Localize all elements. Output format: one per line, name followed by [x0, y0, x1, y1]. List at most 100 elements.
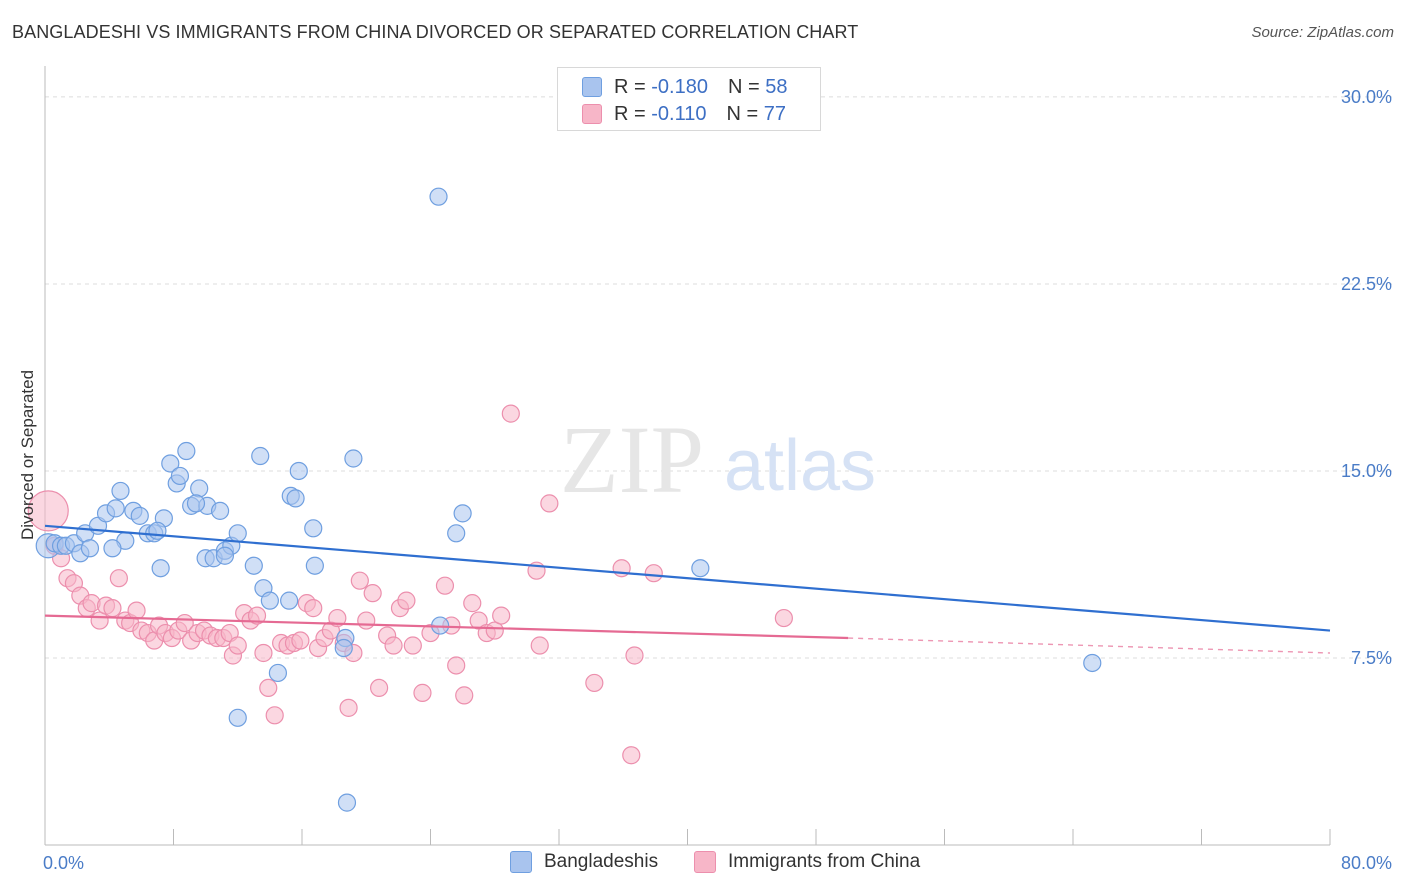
axes: [44, 66, 1331, 846]
point-china-36: [259, 678, 278, 698]
point-china-75: [585, 673, 604, 693]
y-tick-label-0: 7.5%: [1351, 648, 1392, 668]
y-tick-label-3: 30.0%: [1341, 87, 1392, 107]
x-tick-label-1: 80.0%: [1341, 853, 1392, 873]
legend-swatch-bangladeshis: [582, 77, 602, 97]
bottom-legend-label-bangladeshis: Bangladeshis: [544, 851, 659, 872]
point-bangladeshis-56: [186, 494, 206, 513]
point-china-52: [357, 611, 376, 630]
series-bangladeshis: [35, 187, 1102, 812]
point-bangladeshis-40: [286, 489, 305, 508]
point-bangladeshis-46: [344, 449, 363, 468]
x-tick-label-0: 0.0%: [43, 853, 84, 873]
legend-r-value: -0.110: [651, 102, 707, 125]
point-china-60: [413, 683, 432, 702]
point-china-51: [350, 571, 369, 590]
point-china-71: [501, 404, 520, 423]
point-bangladeshis-55: [148, 521, 167, 540]
point-china-49: [339, 698, 358, 717]
point-china-53: [363, 584, 382, 603]
point-china-70: [492, 606, 511, 625]
point-china-14: [127, 601, 146, 620]
y-tick-label-2: 22.5%: [1341, 274, 1392, 294]
point-china-79: [644, 564, 663, 583]
point-bangladeshis-45: [337, 793, 357, 812]
point-bangladeshis-10: [106, 499, 125, 518]
point-bangladeshis-11: [111, 481, 130, 501]
point-china-31: [228, 636, 247, 655]
point-bangladeshis-21: [170, 466, 190, 486]
point-bangladeshis-19: [161, 454, 180, 473]
point-china-54: [370, 678, 389, 698]
point-bangladeshis-32: [228, 708, 247, 727]
bottom-legend-china: Immigrants from China: [694, 851, 920, 873]
point-china-64: [447, 656, 466, 675]
legend-r-label: R =: [614, 75, 652, 98]
source-label: Source: ZipAtlas.com: [1251, 24, 1394, 41]
legend-r-label: R =: [614, 102, 652, 125]
y-axis-label: Divorced or Separated: [18, 370, 37, 540]
point-china-43: [304, 599, 323, 618]
bottom-legend-label-china: Immigrants from China: [728, 851, 921, 872]
point-china-73: [530, 636, 549, 655]
point-bangladeshis-50: [453, 504, 472, 523]
bottom-legend-bangladeshis: Bangladeshis: [510, 851, 658, 873]
point-bangladeshis-33: [244, 556, 263, 575]
point-bangladeshis-51: [691, 559, 710, 578]
point-bangladeshis-14: [130, 506, 149, 525]
point-bangladeshis-34: [251, 446, 270, 466]
point-bangladeshis-57: [215, 546, 234, 565]
point-bangladeshis-24: [190, 479, 209, 498]
point-china-69: [485, 621, 504, 640]
legend-n-value: 77: [763, 102, 786, 125]
point-china-59: [403, 636, 422, 655]
tick-labels: 7.5% 15.0% 22.5% 30.0% 0.0% 80.0%: [43, 87, 1392, 873]
point-china-80: [774, 608, 793, 628]
legend-swatch-china: [582, 104, 602, 124]
point-china-58: [397, 591, 416, 610]
trendline-china: [44, 614, 849, 640]
legend-r-value: -0.180: [651, 75, 708, 98]
bottom-legend-swatch-china: [694, 851, 716, 873]
point-china-74: [540, 494, 559, 513]
legend-n-label: N =: [726, 102, 764, 125]
point-bangladeshis-41: [289, 461, 308, 481]
point-china-56: [384, 636, 403, 655]
legend-row-china: R = -0.110 N = 77: [582, 102, 786, 126]
bottom-legend-swatch-bangladeshis: [510, 851, 532, 873]
trend-lines: [44, 524, 1331, 654]
grid-lines: [45, 96, 1392, 659]
point-bangladeshis-31: [228, 524, 247, 543]
watermark-zip: ZIP: [560, 406, 704, 513]
point-china-66: [463, 594, 482, 613]
point-china-37: [265, 706, 284, 725]
legend-n-label: N =: [727, 75, 766, 98]
trendline-bangladeshis: [44, 524, 1331, 632]
point-china-78: [625, 646, 644, 665]
point-bangladeshis-22: [177, 441, 196, 461]
point-bangladeshis-53: [334, 638, 353, 658]
point-bangladeshis-7: [80, 539, 100, 558]
point-china-41: [291, 631, 310, 650]
point-bangladeshis-28: [210, 501, 230, 520]
watermark-atlas: atlas: [724, 426, 876, 506]
correlation-legend: R = -0.180 N = 58 R = -0.110 N = 77: [557, 67, 821, 131]
point-bangladeshis-17: [151, 559, 170, 578]
legend-n-value: 58: [765, 75, 788, 98]
point-china-35: [254, 643, 273, 663]
point-bangladeshis-54: [103, 539, 122, 558]
point-bangladeshis-36: [260, 591, 279, 610]
point-china-62: [435, 576, 455, 595]
watermark: ZIP atlas: [560, 406, 876, 513]
point-china-10: [103, 599, 122, 618]
point-bangladeshis-38: [280, 591, 299, 610]
point-bangladeshis-49: [447, 524, 466, 543]
point-bangladeshis-43: [305, 556, 324, 575]
point-bangladeshis-42: [304, 519, 323, 538]
point-china-11: [109, 569, 128, 588]
point-china-65: [455, 686, 474, 705]
point-bangladeshis-52: [1083, 653, 1102, 673]
point-bangladeshis-47: [429, 187, 448, 206]
legend-row-bangladeshis: R = -0.180 N = 58: [582, 75, 787, 99]
